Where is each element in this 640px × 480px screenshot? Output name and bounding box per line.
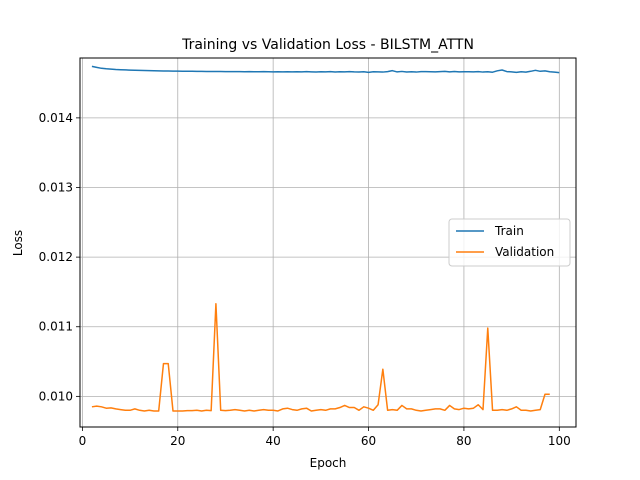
plot-frame — [79, 57, 577, 428]
chart-title: Training vs Validation Loss - BILSTM_ATT… — [181, 37, 474, 53]
series-lines — [91, 65, 560, 412]
x-tick-label: 80 — [456, 434, 471, 448]
y-tick-label: 0.013 — [39, 180, 73, 194]
x-axis-ticks: 0 20 40 60 80 100 — [79, 427, 571, 448]
legend: Train Validation — [448, 218, 571, 267]
x-tick-label: 0 — [79, 434, 87, 448]
series-line-validation — [91, 303, 550, 412]
grid — [80, 58, 576, 427]
y-axis-ticks: 0.010 0.011 0.012 0.013 0.014 — [39, 111, 80, 403]
legend-train-label: Train — [494, 224, 524, 238]
x-tick-label: 20 — [170, 434, 185, 448]
y-tick-label: 0.011 — [39, 320, 73, 334]
y-axis-label: Loss — [11, 230, 25, 256]
y-tick-label: 0.014 — [39, 111, 73, 125]
y-tick-label: 0.012 — [39, 250, 73, 264]
x-tick-label: 40 — [266, 434, 281, 448]
legend-validation-label: Validation — [495, 245, 554, 259]
series-line-train — [91, 65, 560, 74]
x-tick-label: 100 — [548, 434, 571, 448]
x-tick-label: 60 — [361, 434, 376, 448]
x-axis-label: Epoch — [310, 456, 347, 470]
y-tick-label: 0.010 — [39, 389, 73, 403]
